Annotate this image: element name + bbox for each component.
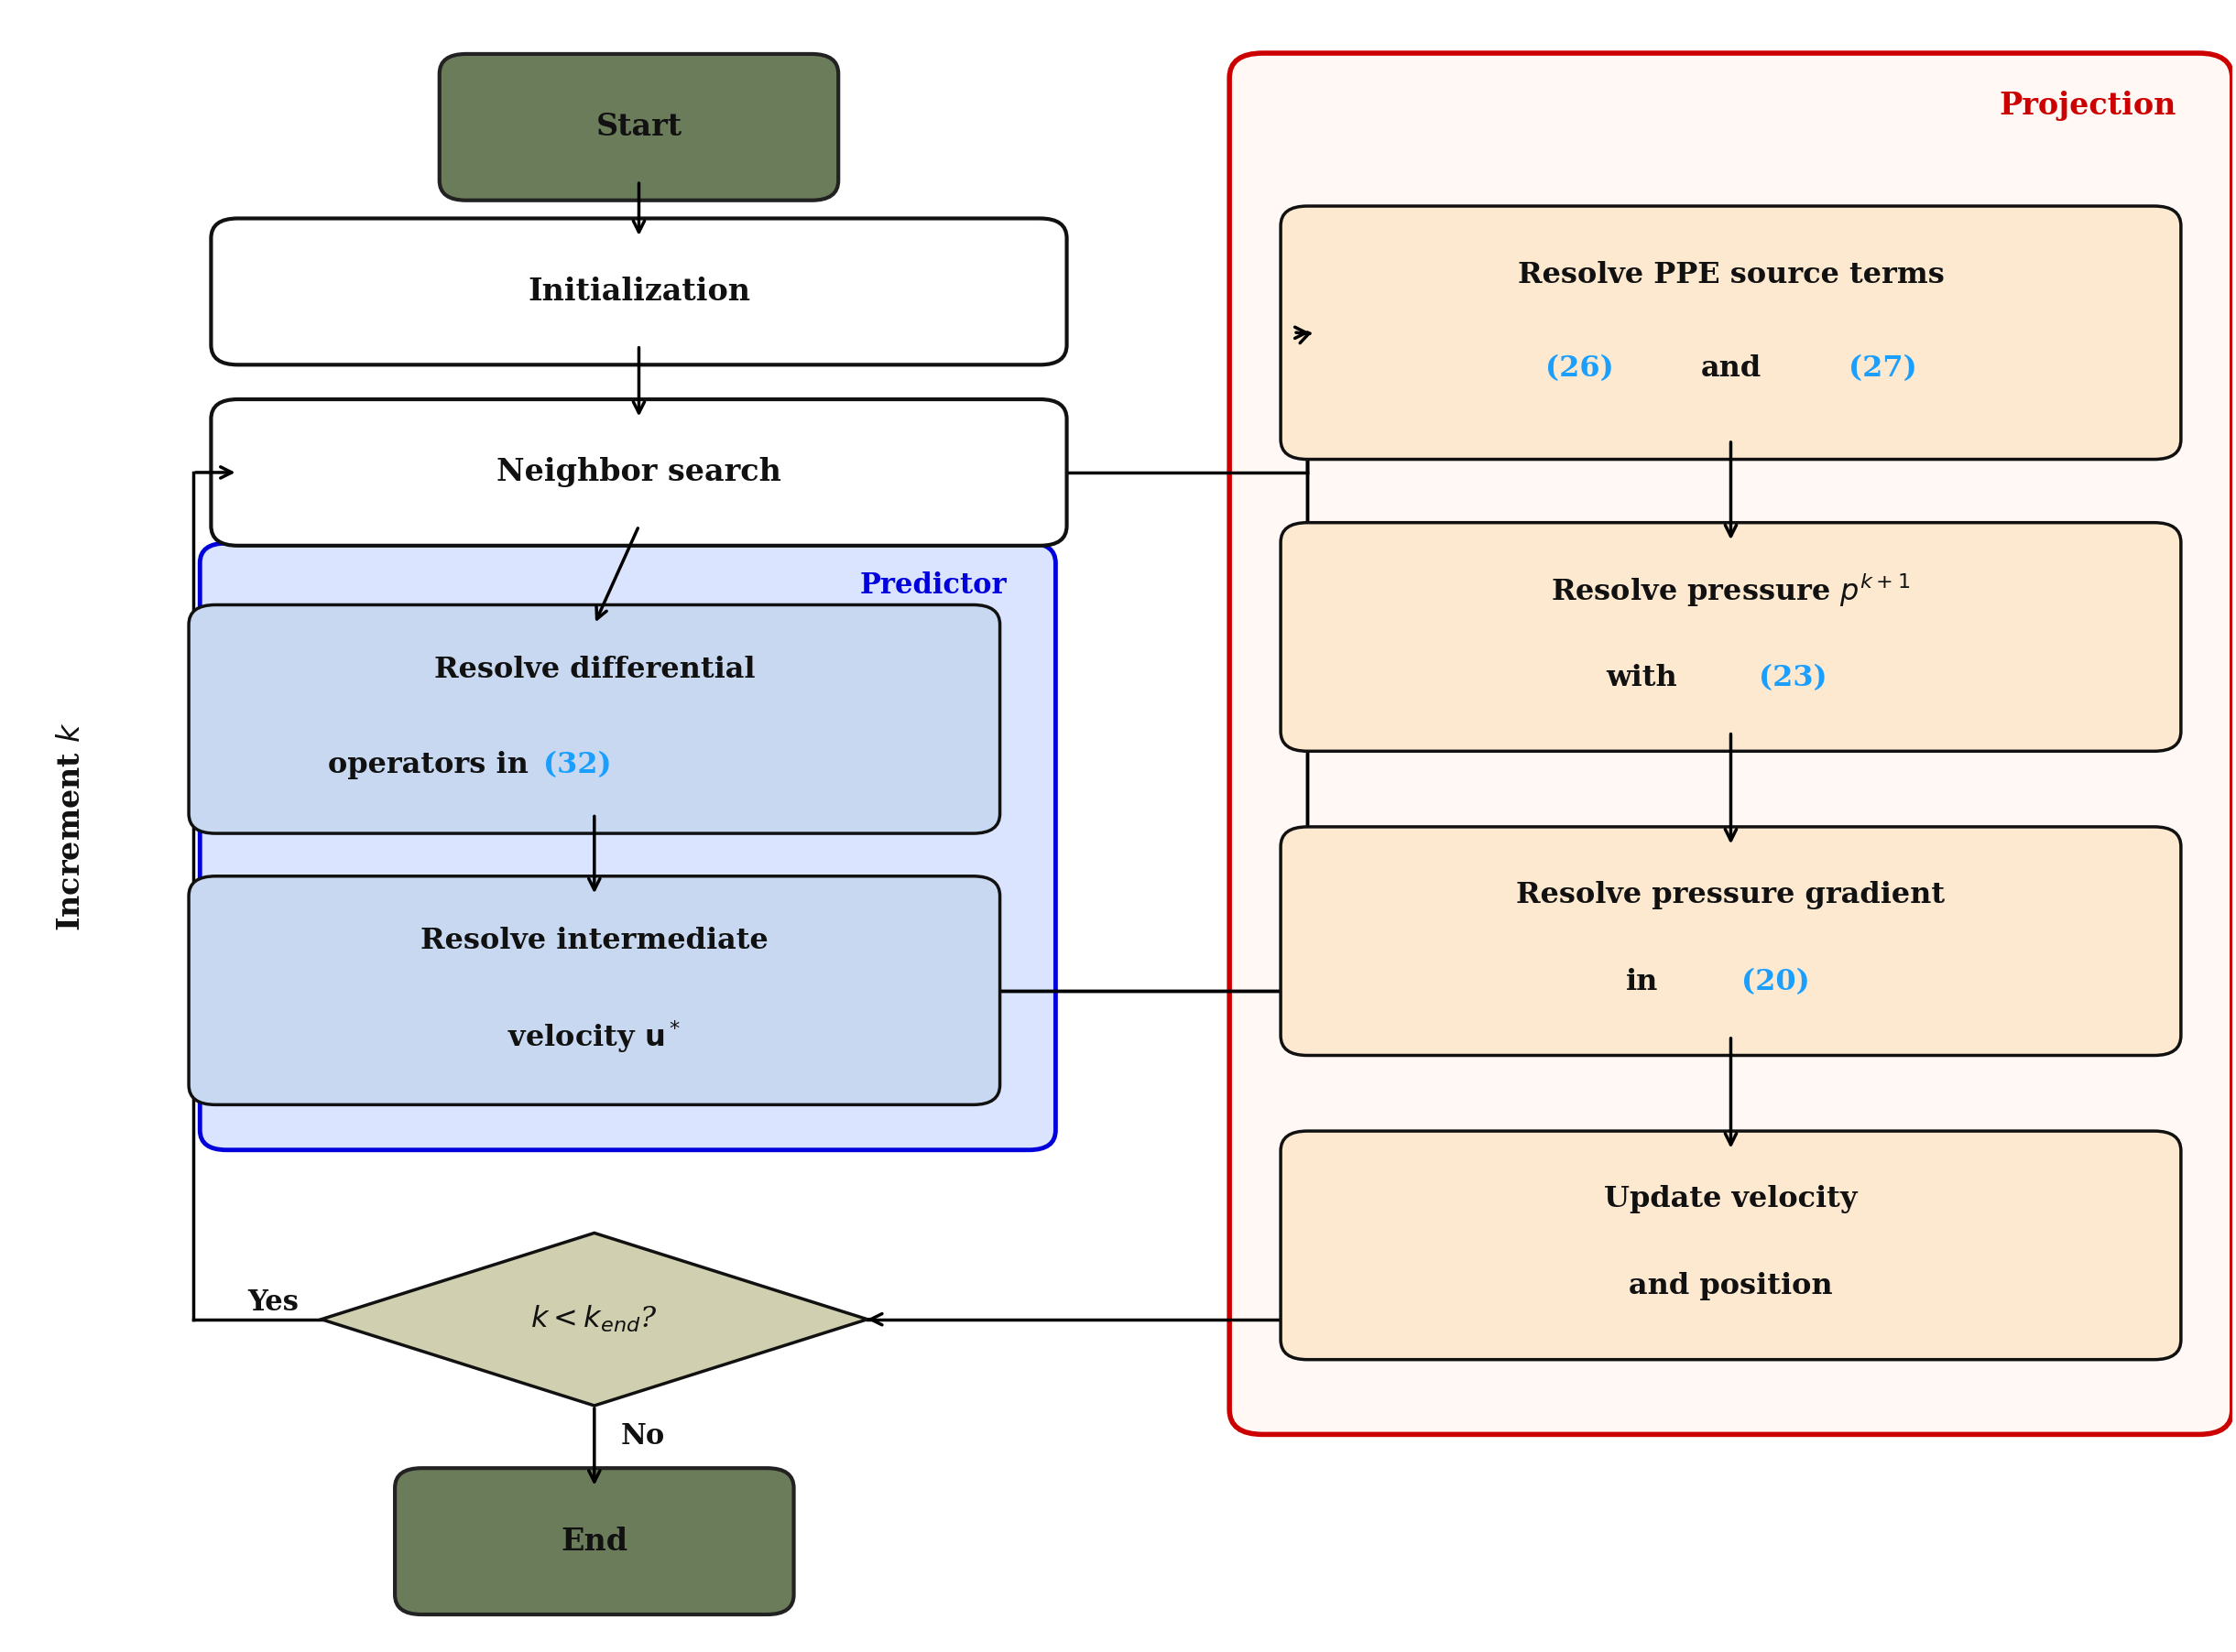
Text: (23): (23) bbox=[1760, 664, 1827, 692]
Text: Resolve intermediate: Resolve intermediate bbox=[420, 927, 769, 955]
FancyBboxPatch shape bbox=[1281, 522, 2180, 752]
FancyBboxPatch shape bbox=[396, 1469, 794, 1614]
Text: Initialization: Initialization bbox=[528, 276, 751, 307]
Text: Neighbor search: Neighbor search bbox=[496, 458, 780, 487]
FancyBboxPatch shape bbox=[210, 218, 1067, 365]
FancyBboxPatch shape bbox=[1281, 1132, 2180, 1360]
Text: Projection: Projection bbox=[1999, 91, 2176, 121]
FancyBboxPatch shape bbox=[1230, 53, 2232, 1434]
Text: (20): (20) bbox=[1742, 968, 1809, 996]
Text: Yes: Yes bbox=[248, 1289, 300, 1317]
Text: $k < k_{end}$?: $k < k_{end}$? bbox=[530, 1303, 657, 1335]
Text: Resolve differential: Resolve differential bbox=[434, 656, 756, 684]
Text: Update velocity: Update velocity bbox=[1603, 1184, 1858, 1214]
FancyBboxPatch shape bbox=[199, 544, 1055, 1150]
Text: (27): (27) bbox=[1849, 355, 1916, 383]
FancyBboxPatch shape bbox=[210, 400, 1067, 545]
Text: velocity $\mathbf{u}^*$: velocity $\mathbf{u}^*$ bbox=[508, 1018, 682, 1054]
FancyBboxPatch shape bbox=[1281, 206, 2180, 459]
Text: Resolve pressure gradient: Resolve pressure gradient bbox=[1516, 881, 1945, 909]
Text: and position: and position bbox=[1628, 1272, 1834, 1300]
Text: with: with bbox=[1605, 664, 1677, 692]
FancyBboxPatch shape bbox=[188, 605, 999, 833]
Text: operators in: operators in bbox=[329, 752, 539, 780]
Text: (26): (26) bbox=[1545, 355, 1614, 383]
Text: in: in bbox=[1626, 968, 1657, 996]
FancyBboxPatch shape bbox=[1281, 826, 2180, 1056]
Text: Resolve PPE source terms: Resolve PPE source terms bbox=[1518, 261, 1943, 289]
Text: End: End bbox=[561, 1526, 628, 1556]
Text: Predictor: Predictor bbox=[859, 572, 1006, 600]
Text: Increment $k$: Increment $k$ bbox=[56, 720, 85, 932]
Text: Resolve pressure $p^{k+1}$: Resolve pressure $p^{k+1}$ bbox=[1552, 572, 1910, 610]
Polygon shape bbox=[322, 1232, 868, 1406]
FancyBboxPatch shape bbox=[440, 55, 838, 200]
Text: (32): (32) bbox=[543, 752, 610, 780]
Text: and: and bbox=[1699, 355, 1762, 383]
Text: Start: Start bbox=[595, 112, 682, 142]
Text: No: No bbox=[622, 1422, 666, 1450]
FancyBboxPatch shape bbox=[188, 876, 999, 1105]
